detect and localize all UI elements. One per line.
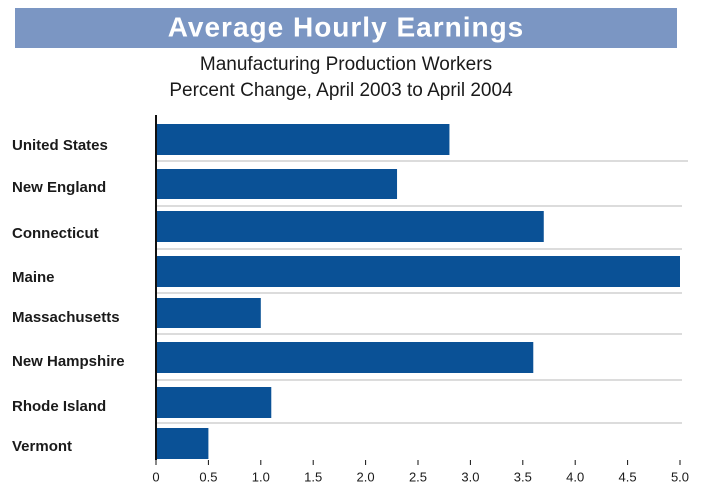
x-tick-label: 1.5 [304, 469, 322, 484]
bar [156, 428, 209, 459]
bar [156, 256, 680, 287]
x-tick-label: 2.0 [357, 469, 375, 484]
category-label: New Hampshire [12, 353, 125, 370]
title-banner [15, 8, 677, 48]
category-label: Rhode Island [12, 398, 106, 415]
category-label: Connecticut [12, 225, 99, 242]
bar [156, 387, 272, 418]
bar [156, 124, 450, 155]
bar [156, 211, 544, 242]
x-tick-label: 0.5 [199, 469, 217, 484]
category-label: Massachusetts [12, 309, 120, 326]
chart-subtitle: Manufacturing Production Workers [200, 54, 492, 75]
x-tick-label: 4.5 [619, 469, 637, 484]
category-label: Maine [12, 269, 55, 286]
x-tick-label: 3.0 [461, 469, 479, 484]
x-tick-label: 4.0 [566, 469, 584, 484]
category-label: New England [12, 179, 106, 196]
bar [156, 169, 398, 199]
category-label: Vermont [12, 438, 72, 455]
x-tick-label: 1.0 [252, 469, 270, 484]
x-tick-label: 3.5 [514, 469, 532, 484]
chart-subtitle: Percent Change, April 2003 to April 2004 [169, 80, 513, 101]
x-tick-label: 0 [152, 469, 159, 484]
category-label: United States [12, 137, 108, 154]
chart-title: Average Hourly Earnings [168, 11, 525, 42]
x-tick-label: 2.5 [409, 469, 427, 484]
bar [156, 298, 261, 328]
x-tick-label: 5.0 [671, 469, 689, 484]
bar [156, 342, 534, 373]
